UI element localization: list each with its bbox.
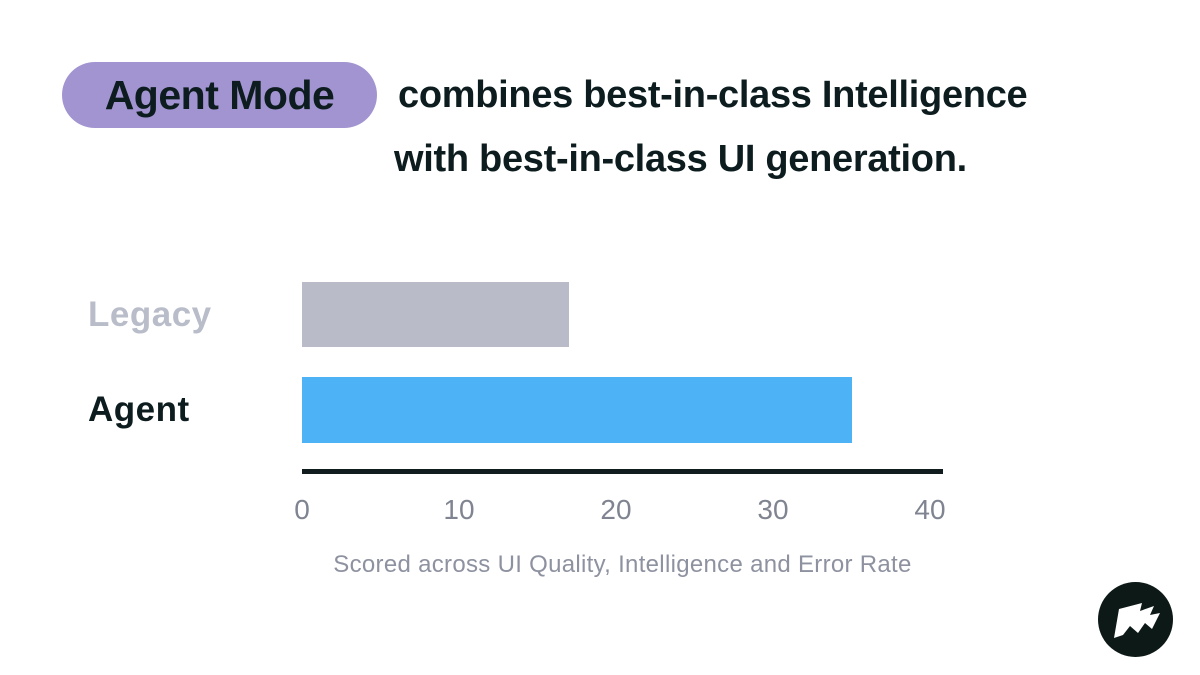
bar-legacy [302, 282, 569, 347]
chart-caption: Scored across UI Quality, Intelligence a… [333, 551, 912, 578]
x-axis-tick-0: 0 [294, 494, 310, 525]
flag-logo-icon [1098, 582, 1173, 657]
x-axis-tick-20: 20 [600, 494, 632, 525]
agent-mode-badge-label: Agent Mode [104, 71, 335, 118]
x-axis-tick-30: 30 [757, 494, 789, 525]
title-line-1: combines best-in-class Intelligence [398, 73, 1028, 116]
row-label-agent: Agent [88, 390, 190, 429]
flag-icon [1114, 603, 1160, 638]
x-axis-tick-40: 40 [914, 494, 946, 525]
agent-mode-badge: Agent Mode [62, 62, 377, 128]
bar-agent [302, 377, 852, 443]
brand-logo [1098, 582, 1173, 657]
x-axis-tick-10: 10 [443, 494, 475, 525]
x-axis-line [302, 469, 943, 474]
row-label-legacy: Legacy [88, 294, 212, 334]
title-line-2: with best-in-class UI generation. [394, 137, 967, 180]
